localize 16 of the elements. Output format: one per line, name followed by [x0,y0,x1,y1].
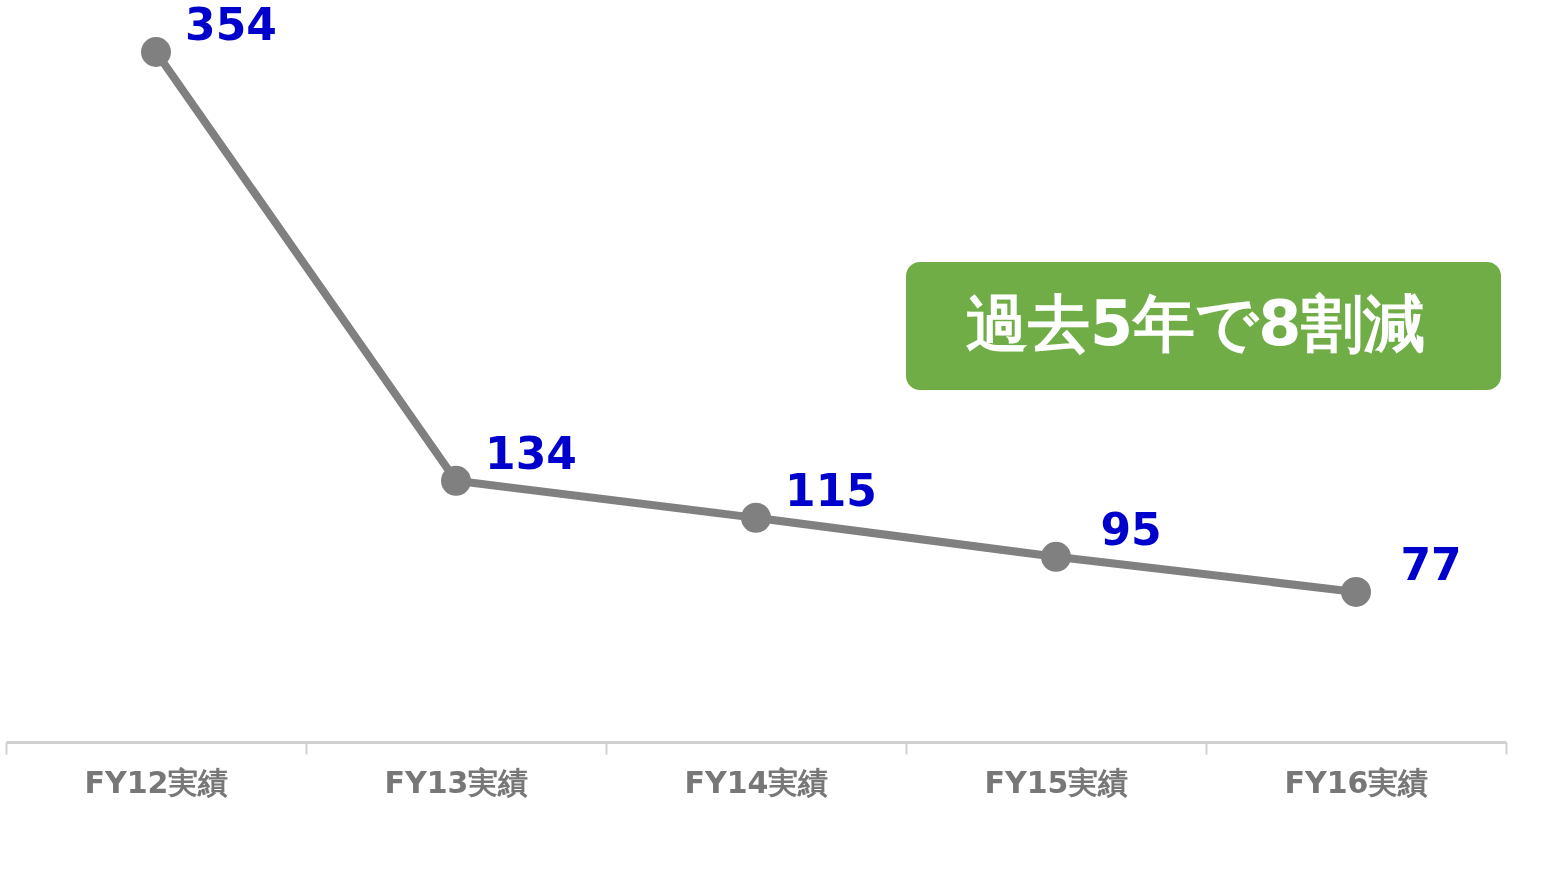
data-label: 77 [1400,538,1462,590]
annotation: 過去5年で8割減 [966,287,1426,360]
data-label: 354 [185,0,277,50]
x-tick-label: FY13実績 [384,764,529,800]
point [141,37,171,67]
x-tick-label: FY12実績 [84,764,229,800]
data-label: 95 [1100,503,1162,555]
point [741,502,771,533]
point [1341,576,1371,607]
x-tick-label: FY14実績 [684,764,829,800]
data-label: 115 [785,464,877,516]
x-tick-label: FY15実績 [984,764,1129,800]
point [1041,541,1071,572]
data-label: 134 [485,427,577,479]
x-tick-label: FY16実績 [1284,764,1429,800]
point [441,465,471,496]
